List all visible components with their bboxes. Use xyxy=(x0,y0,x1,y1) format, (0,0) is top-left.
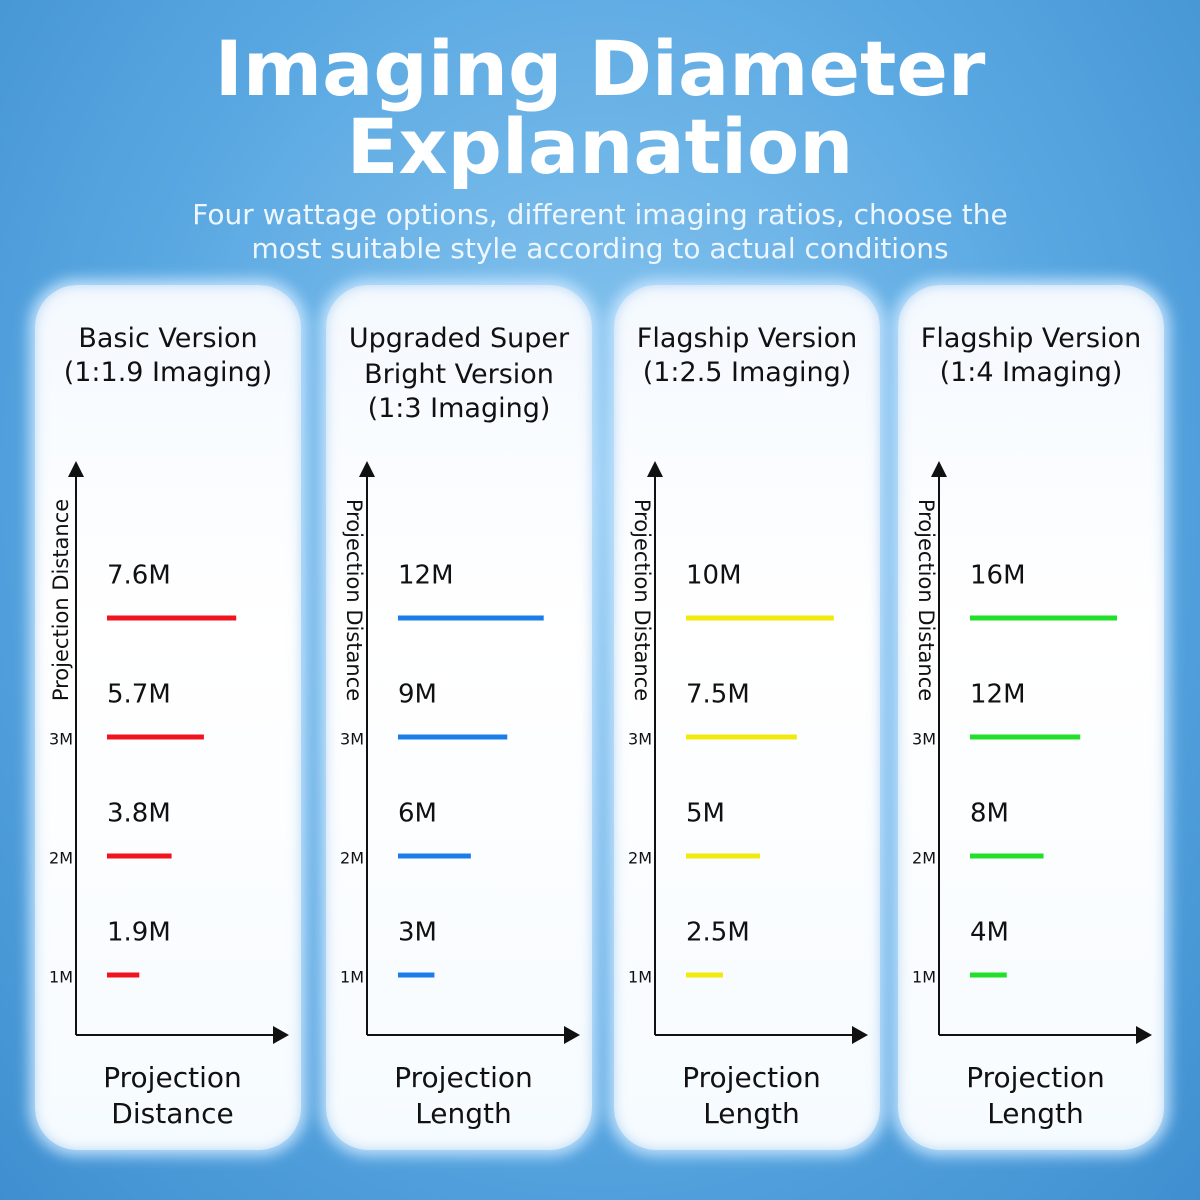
value-label: 2.5M xyxy=(686,918,750,948)
y-axis-title: Projection Distance xyxy=(342,499,366,701)
y-axis-arrow xyxy=(931,461,947,477)
bar xyxy=(970,972,1007,978)
x-axis-title: Projection Length xyxy=(682,1061,821,1130)
bar xyxy=(398,972,435,978)
bar xyxy=(970,734,1081,740)
y-tick-label: 3M xyxy=(340,730,364,749)
y-axis-title: Projection Distance xyxy=(914,499,938,701)
bar xyxy=(686,734,797,740)
bar xyxy=(107,972,140,978)
y-tick-label: 3M xyxy=(49,730,73,749)
y-axis-title: Projection Distance xyxy=(630,499,654,701)
value-label: 7.5M xyxy=(686,680,750,710)
value-label: 9M xyxy=(398,680,437,710)
y-tick-label: 2M xyxy=(49,849,73,868)
x-axis-arrow xyxy=(273,1026,289,1044)
x-axis-title: Projection Length xyxy=(394,1061,533,1130)
panel-subtitle: (1:4 Imaging) xyxy=(939,357,1123,388)
bar xyxy=(686,972,723,978)
value-label: 10M xyxy=(686,561,742,591)
value-label: 3.8M xyxy=(107,799,171,829)
panel: Basic Version (1:1.9 Imaging) Projection D… xyxy=(35,285,301,1150)
x-axis-arrow xyxy=(1136,1026,1152,1044)
chart: Projection Distance 1M 2.5M 2M 5M 3M 7.5M 10M xyxy=(628,461,868,1044)
bar xyxy=(970,615,1118,621)
value-label: 4M xyxy=(970,918,1009,948)
x-axis-arrow xyxy=(852,1026,868,1044)
page-subtitle: Four wattage options, different imaging … xyxy=(192,198,1008,265)
value-label: 5.7M xyxy=(107,680,171,710)
panel-title: Upgraded Super Bright Version xyxy=(348,323,570,390)
panel-subtitle: (1:1.9 Imaging) xyxy=(63,357,273,388)
y-tick-label: 2M xyxy=(912,849,936,868)
bar xyxy=(107,734,204,740)
y-axis-arrow xyxy=(359,461,375,477)
y-axis-title: Projection Distance xyxy=(49,499,73,701)
bar xyxy=(398,853,471,859)
y-tick-label: 3M xyxy=(912,730,936,749)
panel: Flagship Version (1:4 Imaging) Projection … xyxy=(898,285,1164,1150)
x-axis-title: Projection Distance xyxy=(103,1061,242,1130)
value-label: 6M xyxy=(398,799,437,829)
value-label: 16M xyxy=(970,561,1026,591)
panel-title: Flagship Version xyxy=(920,323,1142,354)
value-label: 3M xyxy=(398,918,437,948)
bar xyxy=(398,615,544,621)
panel-title: Flagship Version xyxy=(636,323,858,354)
bar xyxy=(398,734,508,740)
y-tick-label: 1M xyxy=(340,968,364,987)
value-label: 12M xyxy=(398,561,454,591)
bar xyxy=(107,615,237,621)
value-label: 12M xyxy=(970,680,1026,710)
bar xyxy=(686,615,834,621)
panel-subtitle: (1:2.5 Imaging) xyxy=(642,357,852,388)
y-axis-arrow xyxy=(647,461,663,477)
panel-subtitle: (1:3 Imaging) xyxy=(367,393,551,424)
chart: Projection Distance 1M 3M 2M 6M 3M 9M 12M xyxy=(340,461,580,1044)
y-tick-label: 1M xyxy=(628,968,652,987)
bar xyxy=(686,853,760,859)
panel: Upgraded Super Bright Version (1:3 Imagin… xyxy=(326,285,592,1150)
y-tick-label: 1M xyxy=(49,968,73,987)
value-label: 8M xyxy=(970,799,1009,829)
y-tick-label: 2M xyxy=(340,849,364,868)
y-tick-label: 3M xyxy=(628,730,652,749)
bar xyxy=(107,853,172,859)
chart: Projection Distance 1M 1.9M 2M 3.8M 3M 5.7M 7.6… xyxy=(49,461,289,1044)
y-axis-arrow xyxy=(68,461,84,477)
value-label: 7.6M xyxy=(107,561,171,591)
x-axis-title: Projection Length xyxy=(966,1061,1105,1130)
panel: Flagship Version (1:2.5 Imaging) Projectio… xyxy=(614,285,880,1150)
bar xyxy=(970,853,1044,859)
value-label: 1.9M xyxy=(107,918,171,948)
chart: Projection Distance 1M 4M 2M 8M 3M 12M 16M xyxy=(912,461,1152,1044)
x-axis-arrow xyxy=(564,1026,580,1044)
value-label: 5M xyxy=(686,799,725,829)
y-tick-label: 2M xyxy=(628,849,652,868)
panel-title: Basic Version xyxy=(78,323,258,354)
y-tick-label: 1M xyxy=(912,968,936,987)
page-title: Imaging Diameter Explanation xyxy=(214,24,986,191)
